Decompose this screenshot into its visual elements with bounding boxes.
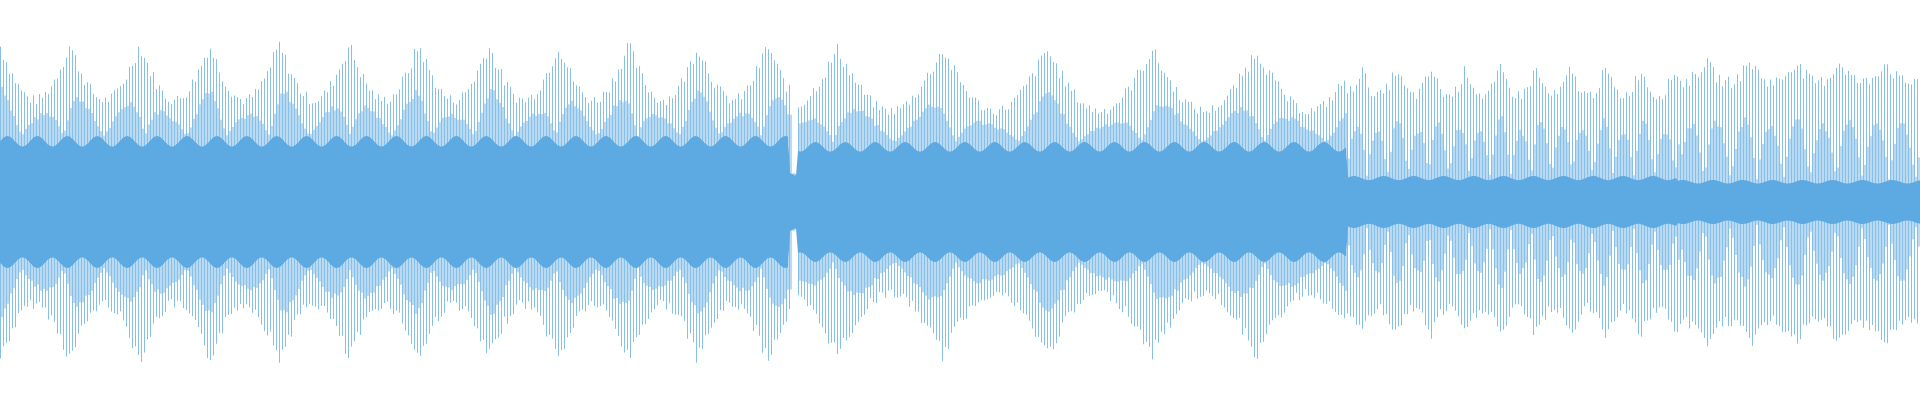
waveform-core (0, 136, 1920, 268)
